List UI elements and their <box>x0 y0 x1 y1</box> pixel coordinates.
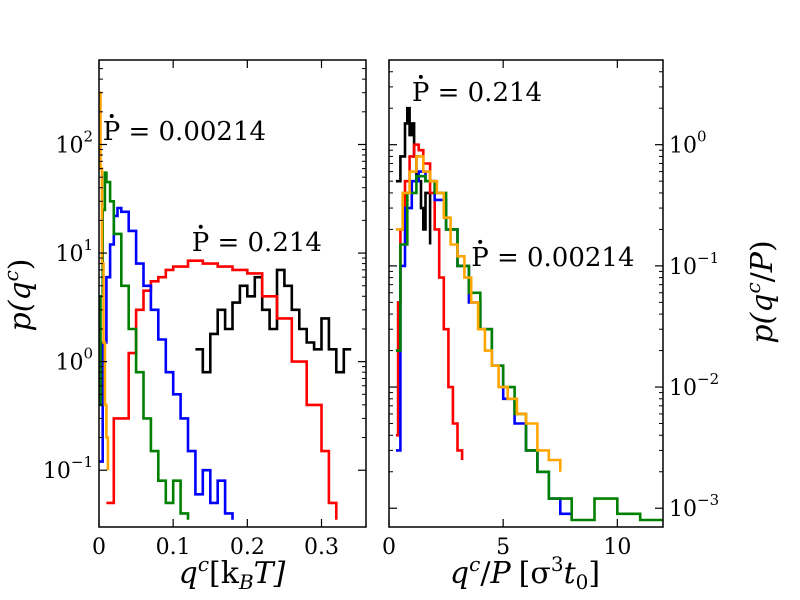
left-x-tick-label: 0.2 <box>230 535 265 560</box>
right-x-tick-label: 5 <box>496 535 510 560</box>
right-series-group <box>395 106 663 522</box>
right-ticks: 0 5 10 10−3 10−2 10−1 100 <box>382 59 719 560</box>
left-series-green <box>99 171 190 520</box>
left-annotation: P = 0.00214 <box>103 117 266 147</box>
left-annotation-dot <box>198 224 203 229</box>
left-x-tick-label: 0.1 <box>156 535 191 560</box>
right-series-green <box>395 174 663 522</box>
right-annotation-dot <box>478 239 483 244</box>
left-y-tick-label: 102 <box>55 127 93 158</box>
right-annotations: P = 0.214 P = 0.00214 <box>412 74 635 273</box>
right-x-tick-label: 10 <box>603 535 631 560</box>
left-x-axis-title: qc[kBT] <box>179 552 286 594</box>
right-plot-frame <box>388 59 664 528</box>
right-y-tick-label: 10−2 <box>669 370 719 401</box>
left-ticks: 0 0.1 0.2 0.3 10−1 100 101 102 <box>43 59 366 560</box>
left-series-black <box>195 268 352 374</box>
left-series-group <box>99 91 352 520</box>
right-y-tick-label: 100 <box>669 128 707 159</box>
right-x-tick-label: 0 <box>382 535 396 560</box>
right-y-tick-label: 10−1 <box>669 249 719 280</box>
left-y-axis-title: p(qc) <box>0 258 38 331</box>
left-x-tick-label: 0 <box>92 535 106 560</box>
right-series-black <box>395 106 432 245</box>
left-plot-frame <box>98 59 367 528</box>
left-panel: 0 0.1 0.2 0.3 10−1 100 101 102 p(qc) qc[kBT] P … <box>0 59 367 594</box>
right-series-orange <box>395 155 562 472</box>
right-x-axis-title: qc/P [σ3t0] <box>450 552 600 594</box>
left-y-tick-label: 100 <box>55 345 93 376</box>
left-x-tick-label: 0.3 <box>304 535 339 560</box>
right-panel: 0 5 10 10−3 10−2 10−1 100 qc/P [σ3t0] p(qc/P) P… <box>382 59 780 594</box>
left-y-tick-label: 101 <box>55 236 93 267</box>
left-series-blue <box>99 206 234 520</box>
right-y-axis-title: p(qc/P) <box>741 240 780 343</box>
left-series-red <box>106 259 338 520</box>
right-annotation-dot <box>418 74 423 79</box>
left-annotation-dot <box>109 113 114 118</box>
left-annotations: P = 0.00214 P = 0.214 <box>103 113 322 258</box>
left-annotation: P = 0.214 <box>192 228 322 258</box>
right-annotation: P = 0.00214 <box>471 243 634 273</box>
right-y-tick-label: 10−3 <box>669 491 719 522</box>
left-y-tick-label: 10−1 <box>43 453 93 484</box>
right-annotation: P = 0.214 <box>412 78 542 108</box>
